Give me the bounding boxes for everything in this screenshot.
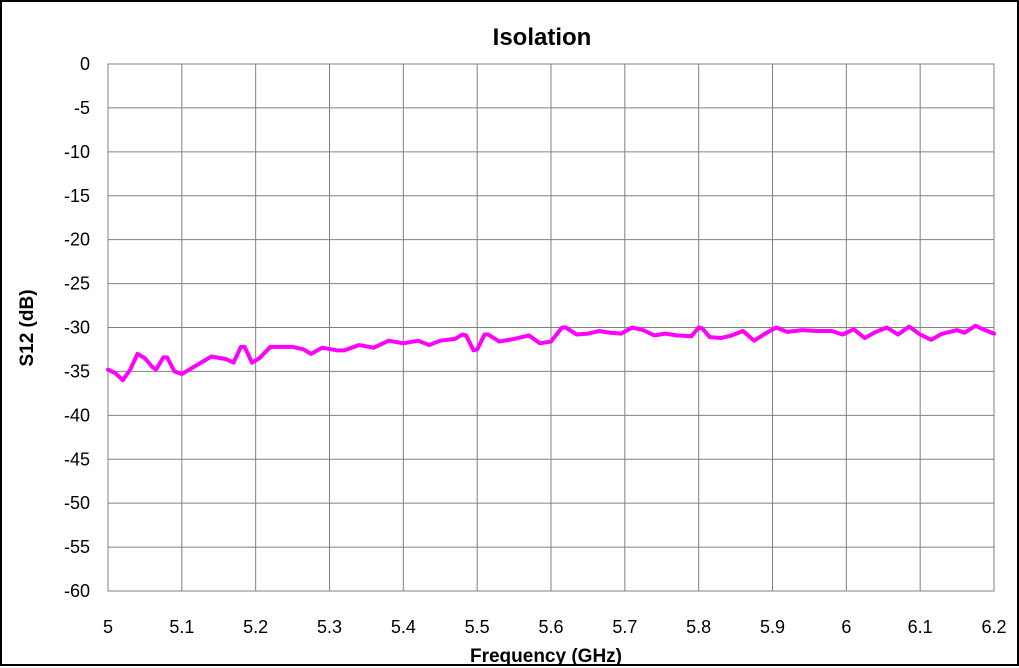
x-tick-label: 5.5 [465,617,490,637]
x-tick-label: 6.1 [908,617,933,637]
x-tick-label: 5 [103,617,113,637]
y-tick-label: -25 [64,274,90,294]
y-tick-label: -10 [64,142,90,162]
x-tick-label: 5.9 [760,617,785,637]
x-tick-label: 6.2 [981,617,1006,637]
y-tick-label: -50 [64,493,90,513]
x-tick-label: 5.2 [243,617,268,637]
y-tick-label: -60 [64,581,90,601]
x-tick-label: 5.7 [612,617,637,637]
x-tick-label: 5.1 [169,617,194,637]
y-tick-label: -55 [64,537,90,557]
x-tick-label: 5.4 [391,617,416,637]
x-axis-label: Frequency (GHz) [470,646,622,667]
chart-title: Isolation [493,24,592,51]
y-tick-label: -35 [64,361,90,381]
y-tick-label: -5 [74,98,90,118]
y-tick-label: -20 [64,230,90,250]
y-tick-label: -15 [64,186,90,206]
y-tick-label: -40 [64,405,90,425]
x-tick-labels: 5 5.1 5.2 5.3 5.4 5.5 5.6 5.7 5.8 5.9 6 6.1 6.2 [103,617,1007,637]
x-tick-label: 5.3 [317,617,342,637]
y-tick-label: 0 [80,54,90,74]
x-tick-label: 6 [841,617,851,637]
y-axis-label: S12 (dB) [17,289,38,366]
y-tick-label: -45 [64,449,90,469]
series-layer [106,323,996,383]
y-tick-labels: 0 -5 -10 -15 -20 -25 -30 -35 -40 -45 -50 -55 -60 [64,54,90,601]
y-tick-label: -30 [64,318,90,338]
x-tick-label: 5.6 [538,617,563,637]
x-tick-label: 5.8 [686,617,711,637]
series-line-0 [106,323,996,383]
